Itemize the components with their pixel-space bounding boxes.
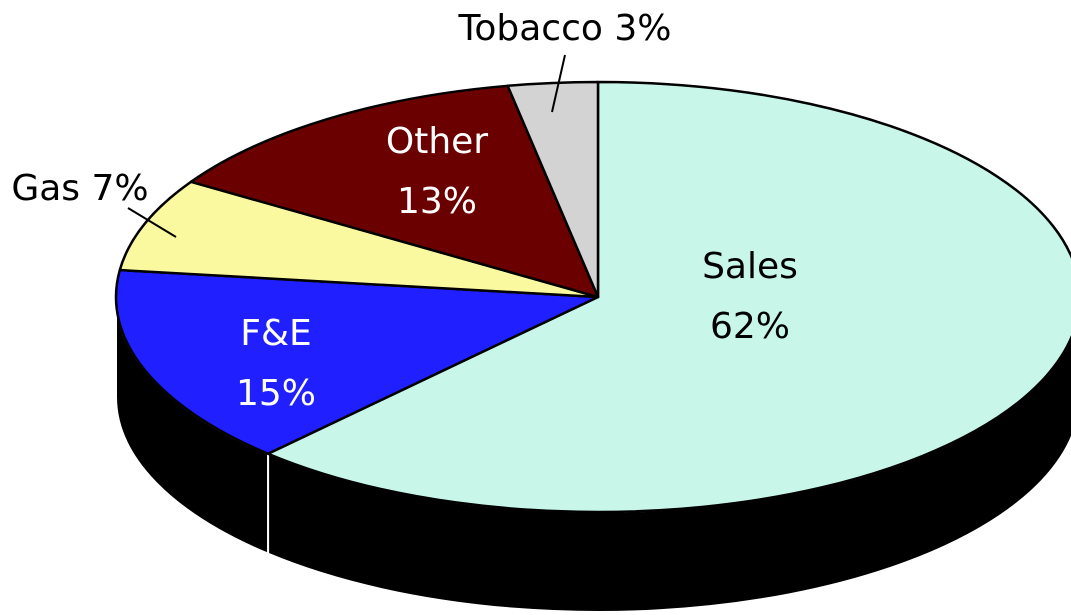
slice-label: Sales	[702, 246, 798, 287]
slice-value-label: 13%	[397, 181, 477, 222]
leader-line	[551, 54, 566, 113]
slice-value-label: 62%	[710, 306, 790, 347]
slice-label: Tobacco 3%	[458, 8, 672, 49]
slice	[266, 80, 1071, 514]
slice	[189, 84, 600, 299]
slice-value-label: 15%	[236, 373, 316, 414]
leader-line	[127, 207, 177, 238]
slice-label: Other	[386, 121, 488, 162]
slice-label: Gas 7%	[11, 168, 148, 209]
slice-name: Gas	[11, 168, 80, 209]
slice	[506, 80, 600, 299]
slice-label: F&E	[240, 313, 312, 354]
slice-value-label: 3%	[614, 8, 671, 49]
slice-name: Tobacco	[458, 8, 603, 49]
slice-value-label: 7%	[92, 168, 149, 209]
slice	[114, 268, 600, 455]
slice	[118, 180, 600, 299]
